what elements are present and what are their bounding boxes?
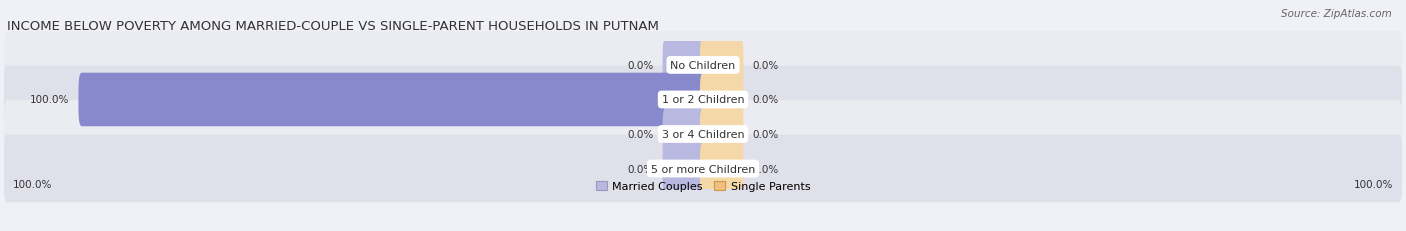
Text: 100.0%: 100.0% (30, 95, 69, 105)
FancyBboxPatch shape (4, 32, 1402, 99)
Text: 5 or more Children: 5 or more Children (651, 164, 755, 174)
Text: 0.0%: 0.0% (752, 164, 779, 174)
FancyBboxPatch shape (662, 108, 706, 161)
FancyBboxPatch shape (700, 73, 744, 127)
Text: 3 or 4 Children: 3 or 4 Children (662, 129, 744, 139)
Text: 0.0%: 0.0% (627, 61, 654, 71)
Text: 0.0%: 0.0% (752, 61, 779, 71)
FancyBboxPatch shape (4, 135, 1402, 203)
FancyBboxPatch shape (4, 66, 1402, 134)
Text: 0.0%: 0.0% (627, 164, 654, 174)
FancyBboxPatch shape (700, 39, 744, 92)
FancyBboxPatch shape (79, 73, 706, 127)
Text: 0.0%: 0.0% (627, 129, 654, 139)
Text: 100.0%: 100.0% (13, 179, 52, 189)
Text: Source: ZipAtlas.com: Source: ZipAtlas.com (1281, 9, 1392, 19)
FancyBboxPatch shape (700, 142, 744, 195)
FancyBboxPatch shape (662, 39, 706, 92)
Legend: Married Couples, Single Parents: Married Couples, Single Parents (592, 176, 814, 196)
Text: 0.0%: 0.0% (752, 95, 779, 105)
FancyBboxPatch shape (700, 108, 744, 161)
FancyBboxPatch shape (662, 142, 706, 195)
Text: No Children: No Children (671, 61, 735, 71)
Text: INCOME BELOW POVERTY AMONG MARRIED-COUPLE VS SINGLE-PARENT HOUSEHOLDS IN PUTNAM: INCOME BELOW POVERTY AMONG MARRIED-COUPL… (7, 20, 659, 33)
FancyBboxPatch shape (4, 101, 1402, 168)
Text: 0.0%: 0.0% (752, 129, 779, 139)
Text: 1 or 2 Children: 1 or 2 Children (662, 95, 744, 105)
Text: 100.0%: 100.0% (1354, 179, 1393, 189)
